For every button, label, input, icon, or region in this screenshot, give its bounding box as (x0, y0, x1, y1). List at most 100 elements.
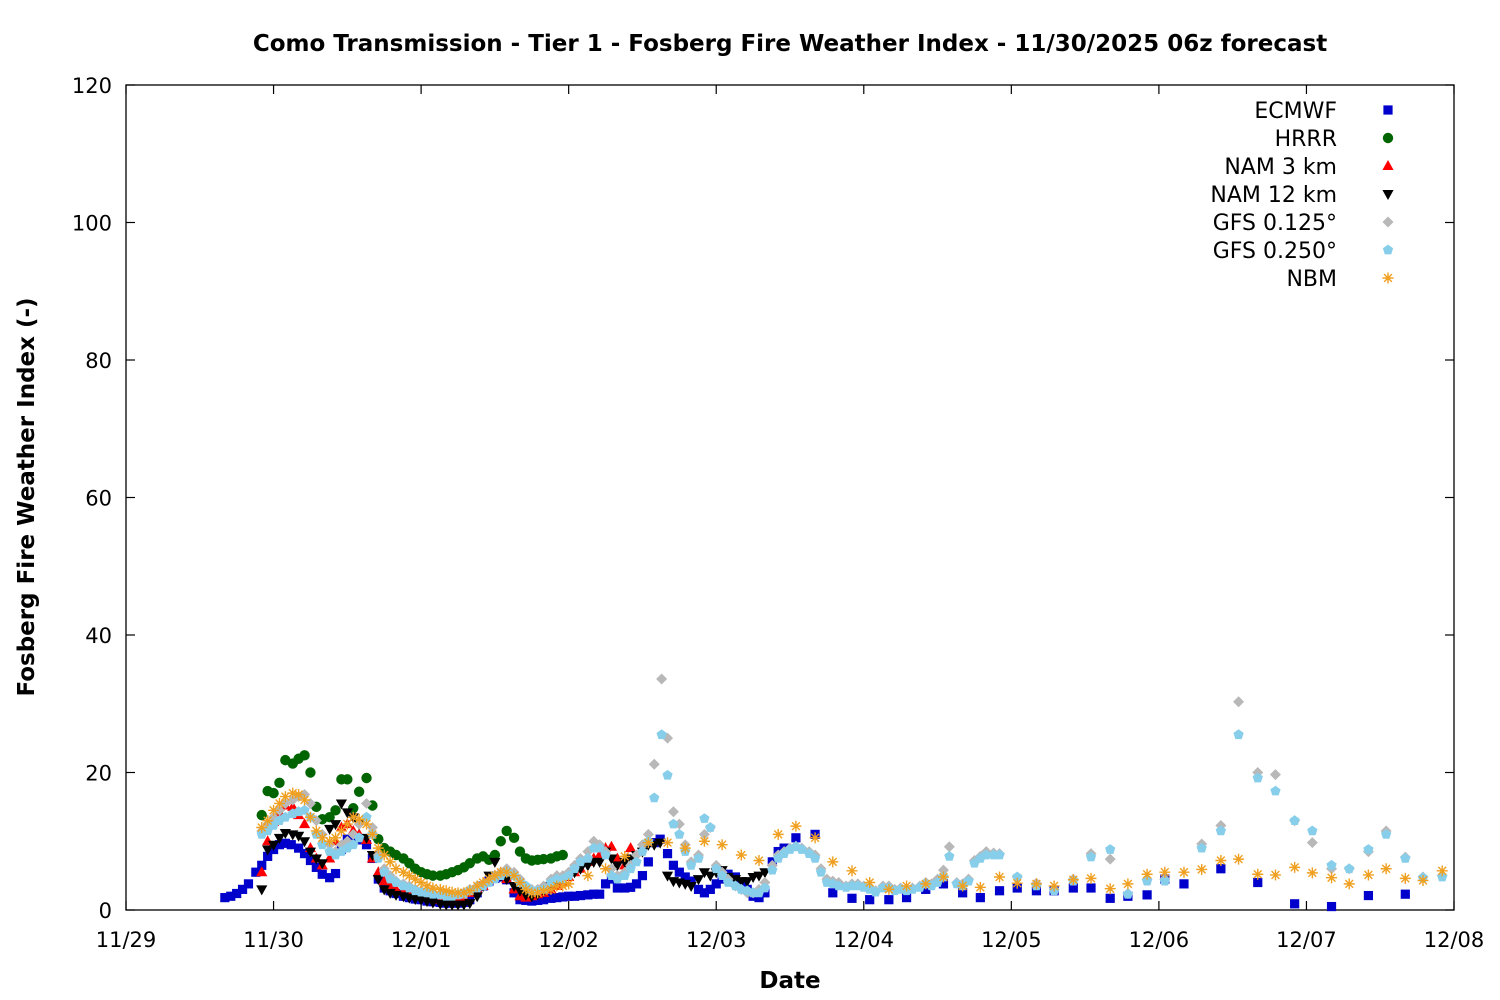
data-point (772, 828, 784, 840)
data-point (693, 884, 704, 894)
data-point (1196, 842, 1207, 853)
data-point (508, 832, 520, 844)
chart-title: Como Transmission - Tier 1 - Fosberg Fir… (253, 31, 1327, 57)
data-point (767, 864, 778, 875)
x-tick-label: 12/07 (1276, 928, 1337, 952)
data-point (1215, 825, 1226, 836)
data-point (1363, 890, 1374, 901)
data-point (711, 879, 721, 889)
data-point (563, 870, 574, 880)
data-point (1399, 872, 1411, 884)
data-point (865, 895, 875, 905)
legend-label-hrrr: HRRR (1275, 127, 1337, 152)
data-point (1141, 875, 1153, 886)
data-point (1011, 877, 1023, 889)
data-point (384, 856, 396, 868)
data-point (379, 866, 390, 877)
data-point (495, 836, 506, 847)
data-point (533, 895, 543, 905)
data-point (1306, 837, 1318, 849)
data-point (287, 800, 299, 811)
data-point (600, 879, 611, 889)
data-point (662, 837, 674, 849)
data-point (267, 840, 280, 851)
data-point (372, 842, 384, 854)
data-point (415, 877, 427, 888)
y-tick-label: 120 (72, 74, 112, 98)
data-point (937, 864, 949, 876)
data-point (679, 842, 691, 854)
plot-frame (125, 84, 1455, 911)
data-point (1380, 863, 1392, 875)
data-point (994, 849, 1005, 860)
data-point (471, 892, 483, 903)
data-point (1233, 729, 1244, 740)
data-point (1122, 888, 1133, 899)
data-point (1362, 869, 1374, 881)
data-point (299, 804, 310, 815)
data-point (251, 867, 261, 877)
data-point (594, 842, 605, 853)
data-point (642, 837, 654, 849)
data-point (753, 855, 765, 866)
data-point (274, 777, 285, 789)
data-point (884, 895, 894, 905)
data-point (847, 893, 857, 903)
data-point (705, 822, 716, 832)
y-axis-title: Fosberg Fire Weather Index (-) (14, 297, 40, 696)
data-point (564, 891, 574, 901)
data-point (790, 820, 802, 832)
data-point (1067, 874, 1079, 886)
data-point (1159, 875, 1170, 886)
data-point (268, 787, 279, 799)
data-point (305, 855, 316, 866)
x-tick-label: 11/30 (243, 928, 304, 952)
data-point (366, 828, 378, 840)
data-point (409, 873, 421, 885)
data-point (316, 859, 328, 870)
y-tick-label: 60 (85, 487, 112, 511)
legend-label-gfs-0-125: GFS 0.125° (1213, 211, 1337, 236)
data-point (943, 841, 955, 853)
data-point (558, 892, 568, 902)
legend-label-ecmwf: ECMWF (1254, 99, 1337, 124)
data-point (815, 866, 827, 877)
data-point (656, 673, 668, 685)
data-point (286, 840, 296, 850)
data-point (361, 772, 372, 784)
data-point (582, 861, 594, 872)
data-point (514, 877, 526, 888)
data-point (378, 885, 390, 896)
data-point (686, 876, 696, 886)
data-point (299, 750, 310, 761)
data-point (279, 791, 291, 803)
data-point (1326, 901, 1337, 912)
data-point (1252, 868, 1264, 880)
data-point (686, 859, 697, 870)
x-tick-label: 12/02 (538, 928, 599, 952)
data-point (299, 794, 311, 806)
data-point (698, 868, 711, 879)
data-point (654, 838, 666, 849)
data-point (1381, 829, 1392, 839)
data-point (582, 853, 593, 863)
data-point (495, 866, 507, 878)
data-point (557, 849, 568, 861)
data-point (1142, 890, 1152, 900)
data-point (329, 820, 342, 831)
data-point (483, 873, 495, 885)
data-point (637, 846, 648, 856)
data-point (294, 843, 304, 853)
data-point (685, 881, 697, 892)
data-point (1178, 866, 1190, 878)
data-point (378, 849, 390, 861)
data-point (920, 878, 932, 890)
data-point (390, 863, 402, 875)
data-point (600, 849, 611, 860)
data-point (316, 832, 328, 844)
data-point (325, 873, 335, 883)
data-point (526, 887, 538, 899)
data-point (268, 804, 280, 816)
data-point (583, 890, 593, 900)
data-point (1048, 880, 1060, 892)
